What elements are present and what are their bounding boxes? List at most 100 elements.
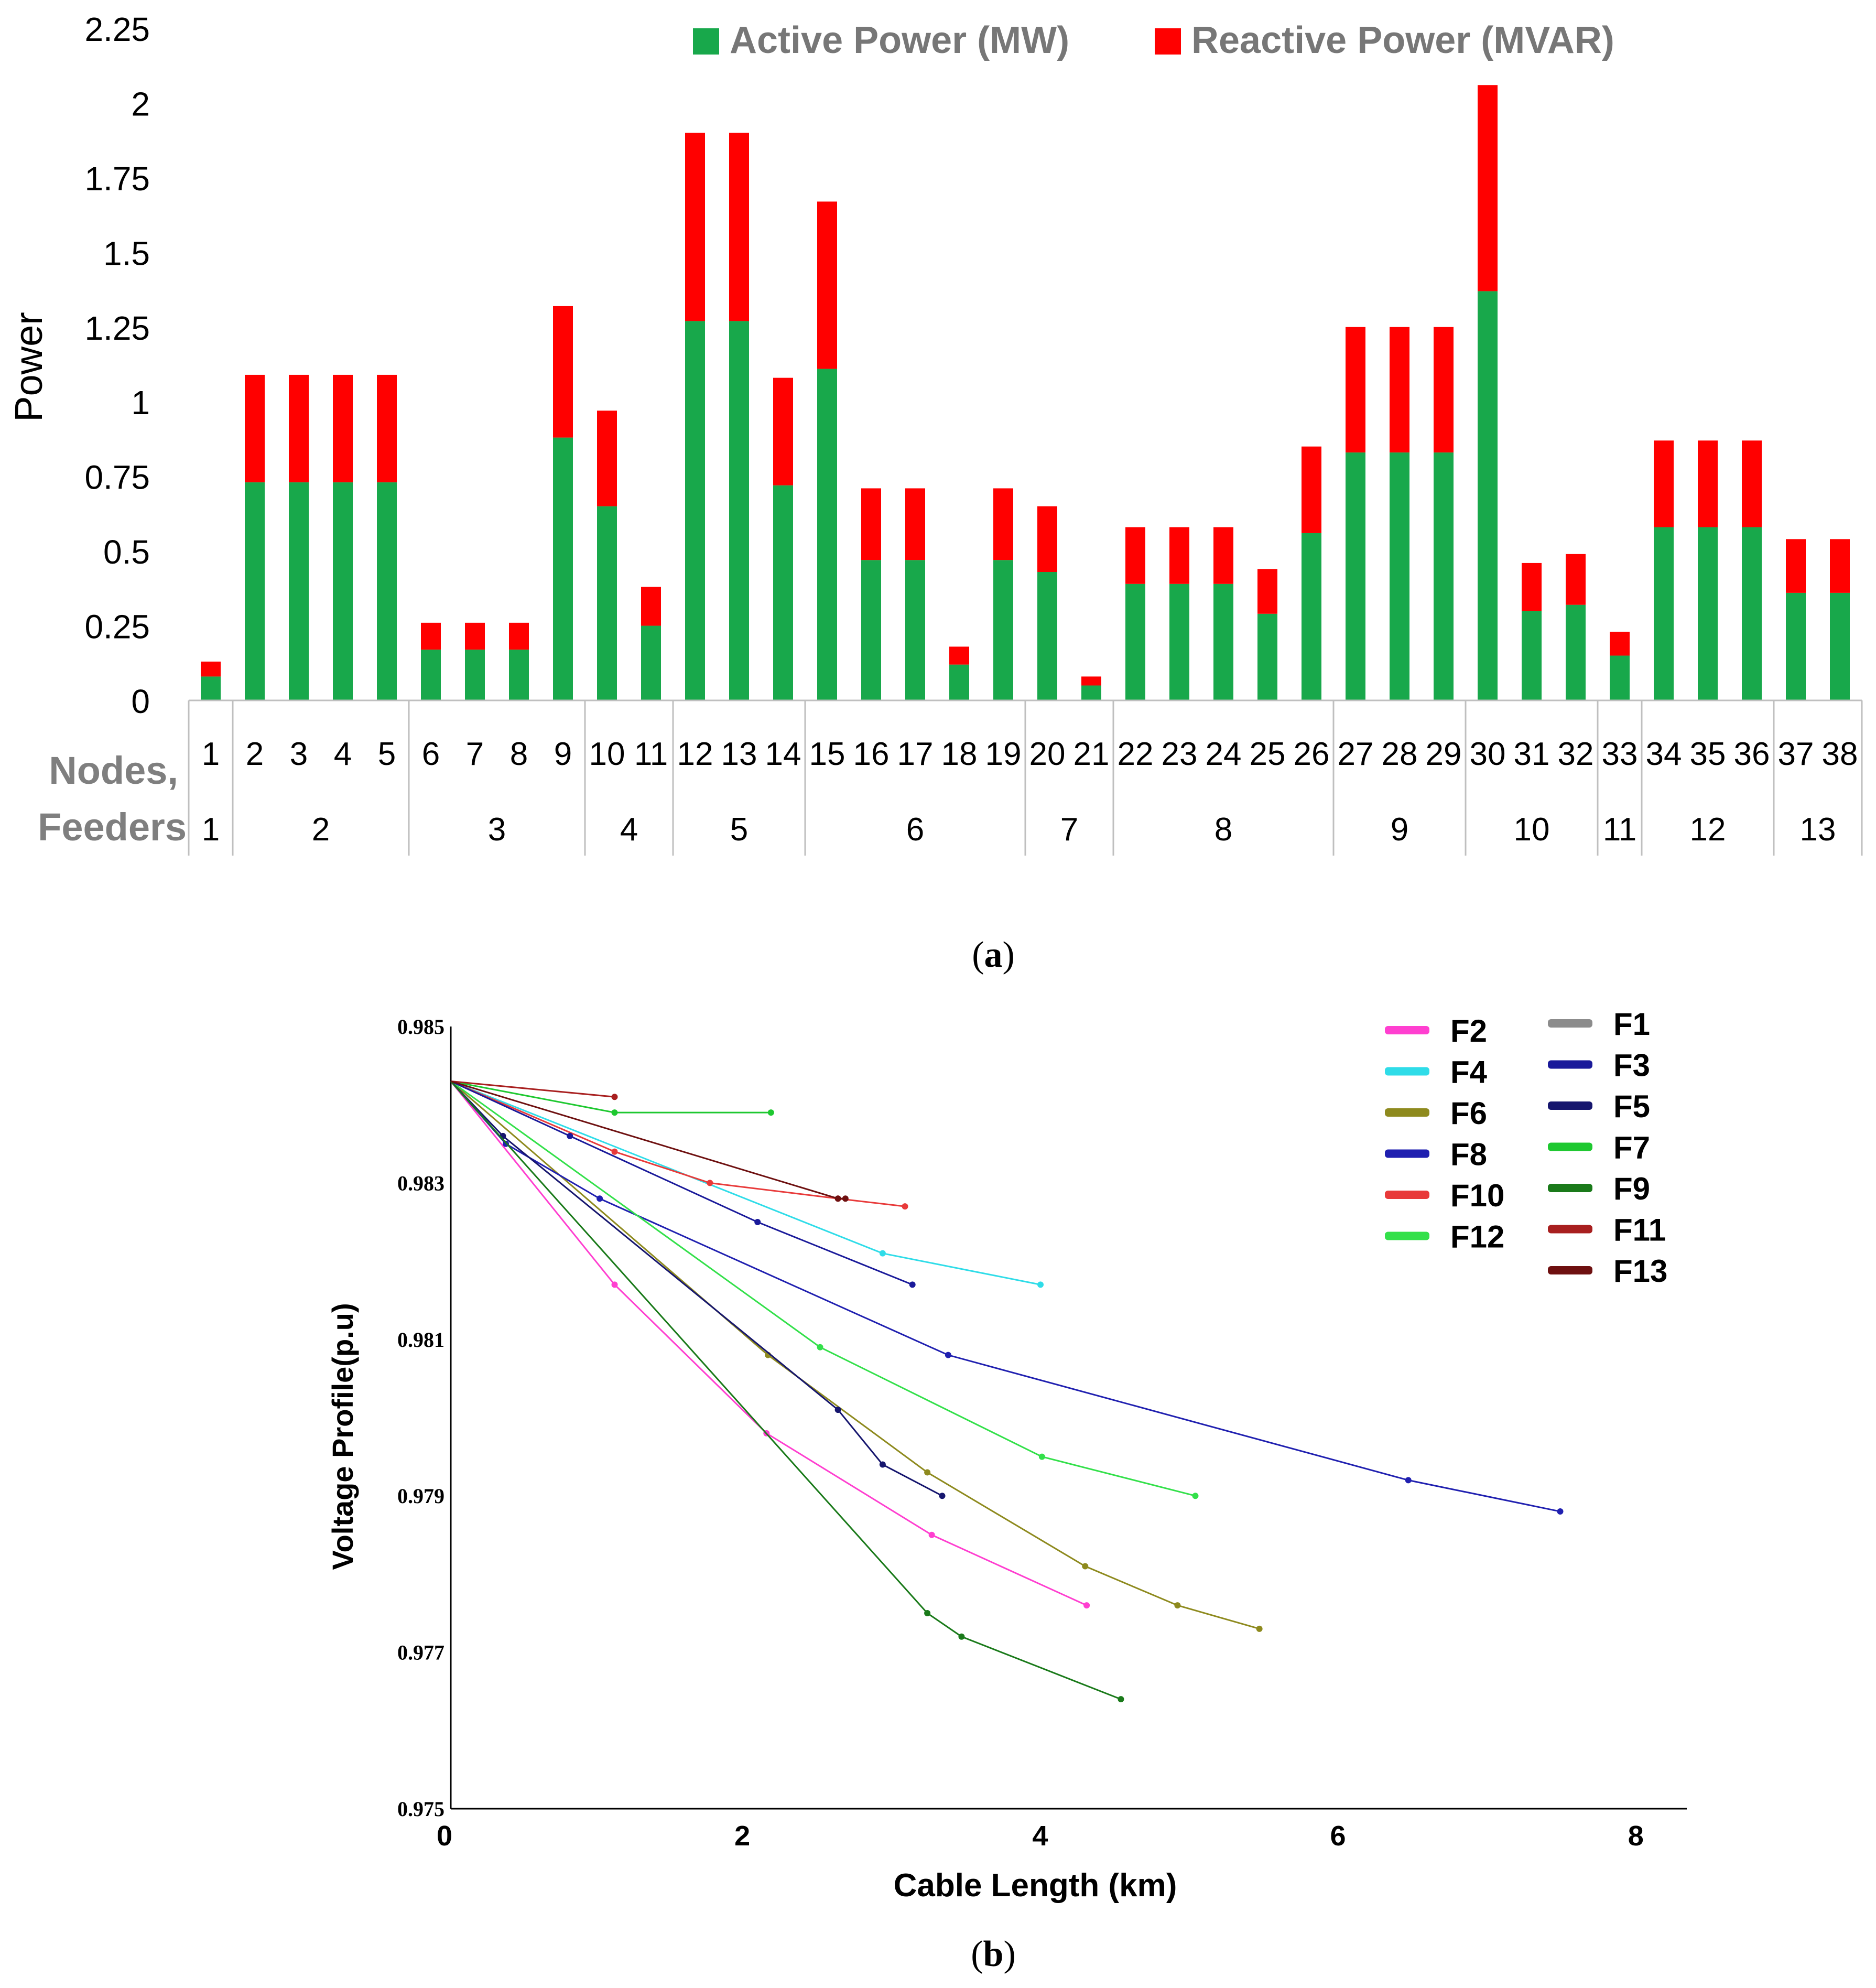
bar-active-power [1566, 604, 1586, 700]
bar-reactive-power [861, 488, 881, 560]
y-tick-label: 2.25 [84, 10, 150, 48]
power-bar-chart: 0 0.25 0.5 0.75 1 1.25 1.5 1.75 2 2.25 Power Acti… [7, 10, 1863, 975]
feeder-label: 2 [312, 812, 330, 848]
series-point-f2 [611, 1281, 618, 1288]
bar-reactive-power [1566, 554, 1586, 605]
bar-active-power [1742, 527, 1762, 700]
node-label: 29 [1426, 736, 1462, 772]
bar-active-power [1610, 655, 1630, 700]
node-label: 14 [765, 736, 801, 772]
bar-active-power [1213, 584, 1233, 700]
bar-reactive-power [553, 306, 573, 438]
bar-reactive-power [1522, 563, 1542, 611]
series-point-f5 [939, 1493, 946, 1499]
y-tick-label: 0.5 [103, 533, 150, 571]
node-label: 34 [1646, 736, 1682, 772]
feeder-label: 7 [1060, 812, 1078, 848]
voltage-x-tick-label: 2 [734, 1820, 750, 1852]
node-label: 28 [1382, 736, 1418, 772]
feeder-label: 10 [1514, 812, 1550, 848]
bar-active-power [1346, 452, 1365, 700]
series-point-f2 [928, 1531, 935, 1538]
series-point-f12 [817, 1344, 823, 1350]
series-point-f3 [909, 1281, 916, 1288]
series-point-f5 [879, 1461, 886, 1468]
series-point-f13 [834, 1195, 841, 1202]
bar-active-power [1390, 452, 1409, 700]
bar-active-power [1654, 527, 1674, 700]
bar-active-power [1786, 592, 1806, 700]
node-label: 21 [1073, 736, 1110, 772]
node-label: 17 [897, 736, 934, 772]
bar-reactive-power [685, 133, 705, 321]
voltage-x-tick-label: 6 [1330, 1820, 1346, 1852]
bar-active-power [641, 625, 661, 700]
feeder-label: 5 [730, 812, 748, 848]
legend-swatch-f13 [1548, 1266, 1592, 1274]
node-label: 30 [1470, 736, 1506, 772]
series-line-f9 [450, 1081, 1121, 1700]
bar-active-power [1125, 584, 1145, 700]
bar-reactive-power [1742, 440, 1762, 527]
voltage-y-tick-label: 0.981 [397, 1328, 444, 1352]
node-label: 37 [1778, 736, 1814, 772]
series-point-f7 [611, 1109, 618, 1116]
node-label: 27 [1338, 736, 1374, 772]
series-point-f3 [754, 1219, 761, 1225]
bar-reactive-power [905, 488, 925, 560]
feeder-label: 13 [1800, 812, 1836, 848]
node-label: 38 [1822, 736, 1858, 772]
bar-active-power [1257, 613, 1277, 700]
feeder-label: 3 [488, 812, 506, 848]
series-point-f9 [924, 1610, 931, 1616]
bar-active-power [773, 485, 793, 700]
bar-active-power [377, 482, 397, 700]
bar-active-power [949, 664, 969, 700]
bar-reactive-power [465, 622, 485, 650]
feeder-label: 11 [1603, 812, 1636, 848]
legend-swatch-active [693, 28, 719, 55]
legend-swatch-f6 [1385, 1108, 1429, 1117]
series-point-f10 [902, 1203, 908, 1210]
legend-swatch-f2 [1385, 1026, 1429, 1034]
voltage-x-tick-label: 8 [1628, 1820, 1644, 1852]
legend-label-f10: F10 [1450, 1178, 1504, 1213]
feeder-label: 6 [906, 812, 924, 848]
bar-active-power [509, 650, 529, 700]
bar-active-power [993, 560, 1013, 700]
legend-label-f13: F13 [1613, 1254, 1667, 1289]
y-tick-label: 0.25 [84, 608, 150, 646]
series-line-f6 [450, 1081, 1260, 1630]
bar-active-power [1434, 452, 1454, 700]
legend-label-f12: F12 [1450, 1219, 1504, 1255]
series-point-f6 [1174, 1602, 1181, 1609]
legend-label-f2: F2 [1450, 1013, 1487, 1049]
panel-label-b: (b) [971, 1934, 1016, 1974]
bar-active-power [421, 650, 441, 700]
bar-reactive-power [993, 488, 1013, 560]
series-point-f13 [842, 1195, 849, 1202]
bar-reactive-power [1302, 446, 1321, 533]
y-tick-label: 0.75 [84, 459, 150, 496]
legend-swatch-f11 [1548, 1225, 1592, 1234]
node-label: 19 [985, 736, 1022, 772]
bar-active-power [597, 506, 617, 700]
node-label: 13 [721, 736, 757, 772]
feeder-label: 4 [620, 812, 638, 848]
bar-reactive-power [641, 587, 661, 626]
bar-reactive-power [773, 377, 793, 485]
bar-active-power [905, 560, 925, 700]
bar-active-power [861, 560, 881, 700]
legend-label-f3: F3 [1613, 1048, 1650, 1083]
bar-reactive-power [509, 622, 529, 650]
legend-label-f1: F1 [1613, 1007, 1650, 1042]
legend-label-f4: F4 [1450, 1055, 1488, 1090]
node-label: 20 [1029, 736, 1066, 772]
power-bars [201, 85, 1850, 700]
legend-label-f8: F8 [1450, 1137, 1487, 1172]
series-line-f8 [450, 1081, 1560, 1512]
power-legend: Active Power (MW) Reactive Power (MVAR) [693, 19, 1614, 61]
node-label: 25 [1250, 736, 1286, 772]
voltage-y-tick-label: 0.975 [397, 1797, 444, 1821]
voltage-series [450, 1080, 1564, 1703]
